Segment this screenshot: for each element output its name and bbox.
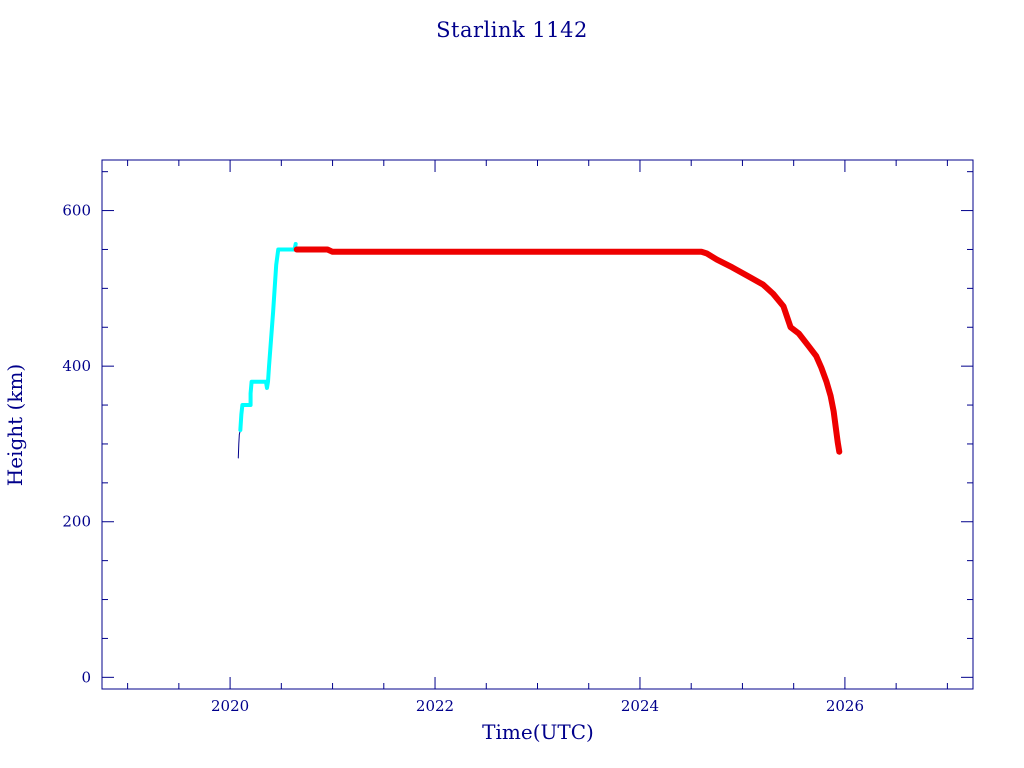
x-tick-label: 2020 [211,697,249,715]
series-line-1 [237,429,241,459]
x-tick-label: 2022 [416,697,454,715]
y-axis-label: Height (km) [3,364,27,486]
series-line-3 [293,246,843,455]
axis-ticks [102,160,973,689]
chart-title: Starlink 1142 [436,18,588,42]
y-tick-label: 200 [62,513,91,531]
y-tick-label: 600 [62,202,91,220]
y-tick-label: 0 [81,668,91,686]
plot-frame [101,159,974,690]
axis-tick-labels: 2020 2022 2024 2026 0 200 400 600 [62,202,864,715]
series-layer [237,242,843,459]
y-tick-label: 400 [62,357,91,375]
x-tick-label: 2024 [621,697,659,715]
x-tick-label: 2026 [826,697,864,715]
x-axis-label: Time(UTC) [482,720,594,744]
series-line-2 [238,242,298,432]
